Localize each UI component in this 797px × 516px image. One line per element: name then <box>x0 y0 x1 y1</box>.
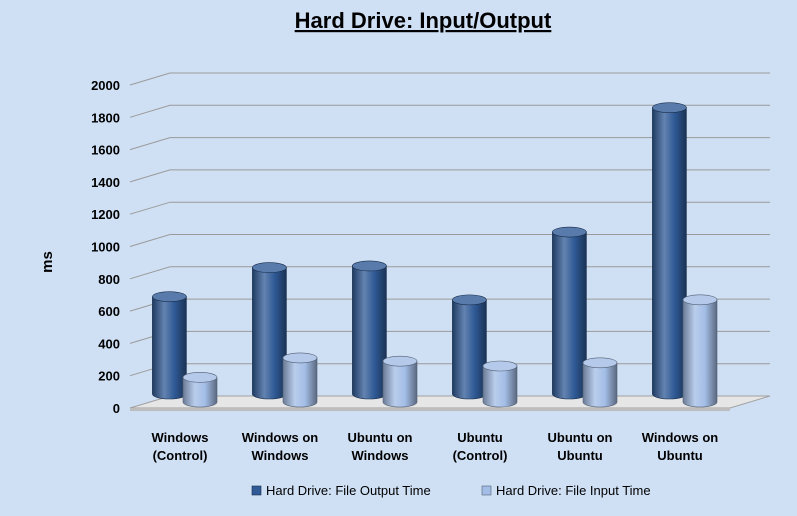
y-axis-label: ms <box>39 251 56 273</box>
legend-swatch <box>481 485 492 496</box>
legend-item: Hard Drive: File Input Time <box>481 483 651 498</box>
x-tick-label: Windows (Control) <box>152 430 209 463</box>
bar-input <box>182 372 218 408</box>
chart-title: Hard Drive: Input/Output <box>295 8 552 33</box>
y-tick-label: 400 <box>98 336 120 351</box>
x-tick-label: Ubuntu on Windows <box>348 430 413 463</box>
gridline <box>129 169 770 183</box>
bar-output <box>552 226 587 400</box>
y-tick-label: 1800 <box>91 110 120 125</box>
bar-input <box>482 360 518 408</box>
x-tick-label: Windows on Ubuntu <box>642 430 718 463</box>
legend-label: Hard Drive: File Output Time <box>266 483 431 498</box>
bar-input <box>282 352 318 408</box>
bar-output <box>352 260 387 400</box>
gridline <box>129 201 770 215</box>
x-tick-label: Ubuntu (Control) <box>453 430 508 463</box>
y-tick-label: 1200 <box>91 207 120 222</box>
gridline <box>129 137 770 151</box>
gridline <box>129 104 770 118</box>
y-tick-label: 0 <box>113 401 120 416</box>
y-tick-label: 1400 <box>91 175 120 190</box>
bar-input <box>382 355 418 408</box>
bar-output <box>152 291 187 400</box>
x-tick-label: Ubuntu on Ubuntu <box>548 430 613 463</box>
bar-input <box>582 357 618 408</box>
bar-input <box>682 294 718 408</box>
y-tick-label: 1600 <box>91 143 120 158</box>
bar-output <box>652 102 687 400</box>
gridline <box>129 72 770 86</box>
y-tick-label: 200 <box>98 369 120 384</box>
chart-floor-edge <box>130 408 730 411</box>
legend-label: Hard Drive: File Input Time <box>496 483 651 498</box>
bar-output <box>452 294 487 400</box>
y-tick-label: 1000 <box>91 240 120 255</box>
bar-output <box>252 262 287 400</box>
legend-swatch <box>251 485 262 496</box>
x-tick-label: Windows on Windows <box>242 430 318 463</box>
y-tick-label: 600 <box>98 304 120 319</box>
y-tick-label: 2000 <box>91 78 120 93</box>
legend-item: Hard Drive: File Output Time <box>251 483 431 498</box>
y-tick-label: 800 <box>98 272 120 287</box>
